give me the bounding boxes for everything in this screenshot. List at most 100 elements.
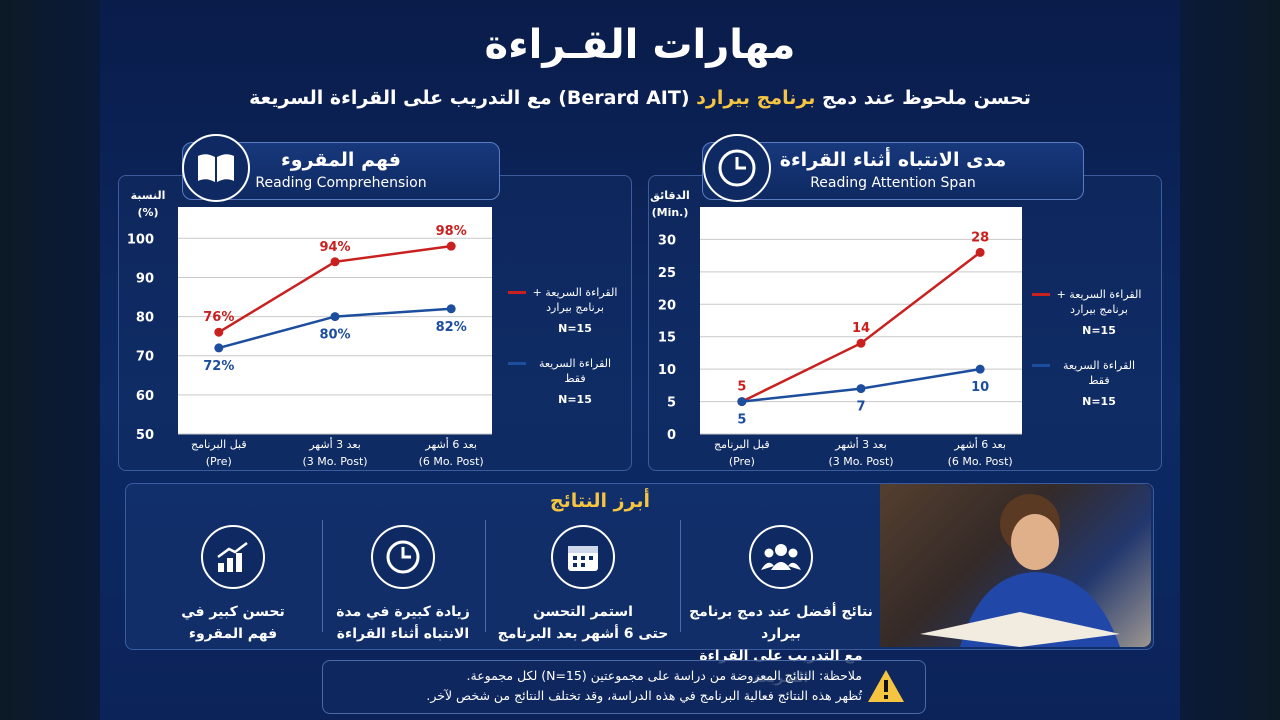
icon <box>761 544 801 570</box>
y-tick-label: 60 <box>136 389 154 404</box>
note-line: ملاحظة: النتائج المعروضة من دراسة على مج… <box>466 668 862 683</box>
data-point <box>446 304 456 314</box>
separator <box>680 520 681 632</box>
data-label: 98% <box>436 224 467 239</box>
y-tick-label: 100 <box>127 232 154 247</box>
data-point <box>856 384 866 394</box>
item-line: استمر التحسن <box>533 604 633 620</box>
book-icon <box>182 134 250 202</box>
legend-text: القراءة السريعة + برنامج بيرارد N=15 <box>532 285 618 336</box>
data-label: 14 <box>852 321 870 336</box>
data-label: 7 <box>856 400 865 415</box>
chart-subtitle: Reading Attention Span <box>810 175 976 191</box>
x-tick-sublabel: (Pre) <box>206 455 232 468</box>
photo-drawing <box>880 484 1151 647</box>
separator <box>485 520 486 632</box>
data-point <box>737 397 747 407</box>
legend-item: القراءة السريعة فقط N=15 <box>508 356 618 407</box>
data-label: 5 <box>737 380 746 395</box>
clock-icon <box>703 134 771 202</box>
clock-icon <box>371 525 435 589</box>
separator <box>322 520 323 632</box>
highlight-item: تحسن كبير في فهم المقروء <box>138 525 328 645</box>
highlights-title: أبرز النتائج <box>549 490 651 512</box>
legend-text: القراءة السريعة فقط N=15 <box>1056 358 1142 409</box>
y-tick-label: 80 <box>136 311 154 326</box>
chart-title: مدى الانتباه أثناء القراءة <box>779 149 1007 171</box>
y-axis-label: الدقائق <box>650 189 690 202</box>
legend-item: القراءة السريعة + برنامج بيرارد N=15 <box>508 285 618 336</box>
data-point <box>975 247 985 257</box>
x-tick-label: بعد 6 أشهر <box>424 437 477 451</box>
data-point <box>330 312 340 322</box>
page-title: مهارات القـراءة <box>484 22 796 68</box>
y-tick-label: 15 <box>658 331 676 346</box>
legend-swatch <box>1032 364 1050 367</box>
data-label: 80% <box>319 328 350 343</box>
subtitle-text: (Berard AIT) مع التدريب على القراءة السر… <box>249 87 690 109</box>
data-label: 5 <box>737 413 746 428</box>
legend-item: القراءة السريعة فقط N=15 <box>1032 358 1142 409</box>
y-tick-label: 10 <box>658 363 676 378</box>
note: ملاحظة: النتائج المعروضة من دراسة على مج… <box>330 666 862 706</box>
chart-title: فهم المقروء <box>281 149 401 171</box>
data-label: 28 <box>971 230 989 245</box>
data-label: 76% <box>203 310 234 325</box>
y-tick-label: 70 <box>136 350 154 365</box>
y-tick-label: 25 <box>658 266 676 281</box>
y-tick-label: 0 <box>667 428 676 443</box>
x-tick-label: بعد 3 أشهر <box>834 437 887 451</box>
x-tick-label: بعد 3 أشهر <box>308 437 361 451</box>
data-point <box>330 257 340 267</box>
note-box <box>322 660 926 714</box>
item-line: نتائج أفضل عند دمج برنامج بيرارد <box>689 604 873 642</box>
y-tick-label: 5 <box>667 396 676 411</box>
icon <box>718 149 756 187</box>
y-tick-label: 90 <box>136 271 154 286</box>
y-tick-label: 50 <box>136 428 154 443</box>
item-line: حتى 6 أشهر بعد البرنامج <box>497 626 669 642</box>
x-tick-label: بعد 6 أشهر <box>953 437 1006 451</box>
x-tick-sublabel: (6 Mo. Post) <box>419 455 484 468</box>
legend-n: N=15 <box>558 322 592 335</box>
icon <box>217 542 248 572</box>
y-axis-label: النسبة <box>131 189 166 202</box>
note-line: تُظهر هذه النتائج فعالية البرنامج في هذه… <box>426 688 862 703</box>
calendar-icon <box>551 525 615 589</box>
data-label: 72% <box>203 359 234 374</box>
legend-swatch <box>1032 293 1050 296</box>
highlight-item: زيادة كبيرة في مدة الانتباه أثناء القراء… <box>308 525 498 645</box>
legend-label: القراءة السريعة فقط <box>538 357 612 385</box>
warning-icon <box>868 670 904 702</box>
legend-swatch <box>508 291 526 294</box>
legend-swatch <box>508 362 526 365</box>
y-tick-label: 20 <box>658 298 676 313</box>
y-axis-unit: (Min.) <box>652 206 689 219</box>
item-line: زيادة كبيرة في مدة <box>336 604 470 620</box>
icon <box>386 540 420 574</box>
legend-label: القراءة السريعة + برنامج بيرارد <box>532 286 618 314</box>
item-line: الانتباه أثناء القراءة <box>336 626 470 642</box>
x-tick-sublabel: (Pre) <box>729 455 755 468</box>
people-icon <box>749 525 813 589</box>
data-label: 82% <box>436 320 467 335</box>
legend-label: القراءة السريعة + برنامج بيرارد <box>1056 288 1142 316</box>
page-subtitle: تحسن ملحوظ عند دمج برنامج بيرارد (Berard… <box>0 87 1280 109</box>
chart-subtitle: Reading Comprehension <box>255 175 427 191</box>
y-tick-label: 30 <box>658 233 676 248</box>
legend-n: N=15 <box>1082 395 1116 408</box>
legend-n: N=15 <box>558 393 592 406</box>
icon <box>568 546 598 571</box>
subtitle-highlight: برنامج بيرارد <box>696 87 816 109</box>
reading-photo <box>880 484 1151 647</box>
item-line: تحسن كبير في <box>181 604 285 620</box>
subtitle-text: تحسن ملحوظ عند دمج <box>821 87 1031 109</box>
data-label: 10 <box>971 380 989 395</box>
data-label: 94% <box>319 240 350 255</box>
highlight-item: استمر التحسن حتى 6 أشهر بعد البرنامج <box>488 525 678 645</box>
data-point <box>856 338 866 348</box>
data-point <box>214 343 224 353</box>
data-point <box>214 327 224 337</box>
